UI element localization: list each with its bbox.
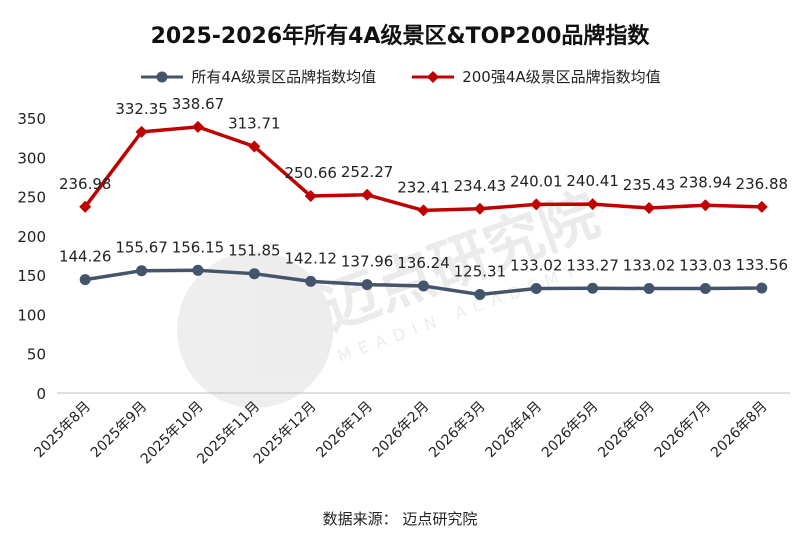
x-tick-label: 2026年5月 xyxy=(539,399,602,462)
data-label: 133.02 xyxy=(510,256,563,274)
chart-legend: 所有4A级景区品牌指数均值 200强4A级景区品牌指数均值 xyxy=(0,66,800,87)
data-label: 133.27 xyxy=(566,256,619,274)
y-tick-label: 50 xyxy=(27,346,46,364)
data-label: 234.43 xyxy=(454,177,507,195)
data-label: 232.41 xyxy=(397,178,450,196)
data-point xyxy=(699,199,712,212)
data-point xyxy=(79,274,91,286)
data-point xyxy=(191,120,204,133)
y-tick-label: 300 xyxy=(17,149,46,167)
data-point xyxy=(586,198,599,211)
y-tick-label: 200 xyxy=(17,228,46,246)
legend-item-top200: 200强4A级景区品牌指数均值 xyxy=(410,66,661,87)
data-label: 133.03 xyxy=(679,256,732,274)
watermark-logo xyxy=(177,252,333,408)
data-label: 250.66 xyxy=(284,164,337,182)
legend-item-all: 所有4A级景区品牌指数均值 xyxy=(139,66,376,87)
data-point xyxy=(79,200,92,213)
data-label: 240.41 xyxy=(566,172,619,190)
chart-title: 2025-2026年所有4A级景区&TOP200品牌指数 xyxy=(150,24,650,49)
data-point xyxy=(248,268,260,280)
legend-swatch-top200 xyxy=(412,70,455,83)
data-point xyxy=(361,279,373,291)
legend-swatch-all xyxy=(141,71,184,82)
data-point xyxy=(587,282,599,294)
legend-label-all: 所有4A级景区品牌指数均值 xyxy=(191,68,377,86)
x-tick-label: 2026年8月 xyxy=(708,399,771,462)
series-line-1 xyxy=(83,125,762,213)
data-label: 151.85 xyxy=(228,242,281,260)
data-point xyxy=(643,202,656,215)
data-point xyxy=(136,265,148,277)
data-label: 238.94 xyxy=(679,173,732,191)
data-label: 313.71 xyxy=(228,115,281,133)
data-point xyxy=(530,282,542,294)
data-point xyxy=(192,264,204,276)
x-tick-label: 2026年7月 xyxy=(652,399,715,462)
data-source: 数据来源： 迈点研究院 xyxy=(322,510,478,528)
data-point xyxy=(756,282,768,294)
data-point xyxy=(248,140,261,153)
data-point xyxy=(755,200,768,213)
y-tick-label: 0 xyxy=(36,385,46,403)
data-label: 338.67 xyxy=(172,95,225,113)
x-tick-label: 2026年3月 xyxy=(426,399,489,462)
data-label: 144.26 xyxy=(59,248,112,266)
data-point xyxy=(643,282,655,294)
data-label: 142.12 xyxy=(284,249,337,267)
data-label: 136.24 xyxy=(397,254,450,272)
data-point xyxy=(474,289,486,301)
data-point xyxy=(361,188,374,201)
data-point xyxy=(304,190,317,203)
data-label: 156.15 xyxy=(172,238,225,256)
data-label: 133.56 xyxy=(736,256,789,274)
x-tick-label: 2026年1月 xyxy=(313,399,376,462)
data-label: 133.02 xyxy=(623,256,676,274)
y-tick-label: 150 xyxy=(17,267,46,285)
data-label: 125.31 xyxy=(454,263,507,281)
data-point xyxy=(305,275,317,287)
data-label: 332.35 xyxy=(115,100,168,118)
legend-label-top200: 200强4A级景区品牌指数均值 xyxy=(462,68,661,86)
data-label: 235.43 xyxy=(623,176,676,194)
y-tick-label: 250 xyxy=(17,189,46,207)
data-point xyxy=(418,280,429,292)
y-tick-label: 350 xyxy=(17,110,46,128)
data-label: 137.96 xyxy=(341,253,394,271)
data-label: 155.67 xyxy=(115,239,168,257)
y-tick-label: 100 xyxy=(17,306,46,324)
x-tick-label: 2026年6月 xyxy=(595,399,658,462)
data-label: 236.88 xyxy=(736,175,789,193)
data-label: 252.27 xyxy=(341,163,394,181)
data-label: 240.01 xyxy=(510,172,563,190)
x-tick-label: 2025年8月 xyxy=(31,399,94,462)
data-point xyxy=(530,198,543,211)
x-tick-label: 2026年4月 xyxy=(482,399,545,462)
data-point xyxy=(473,202,486,215)
data-point xyxy=(699,282,711,294)
data-point xyxy=(417,204,430,217)
data-label: 236.98 xyxy=(59,175,112,193)
data-point xyxy=(135,125,148,138)
x-tick-label: 2026年2月 xyxy=(370,399,433,462)
